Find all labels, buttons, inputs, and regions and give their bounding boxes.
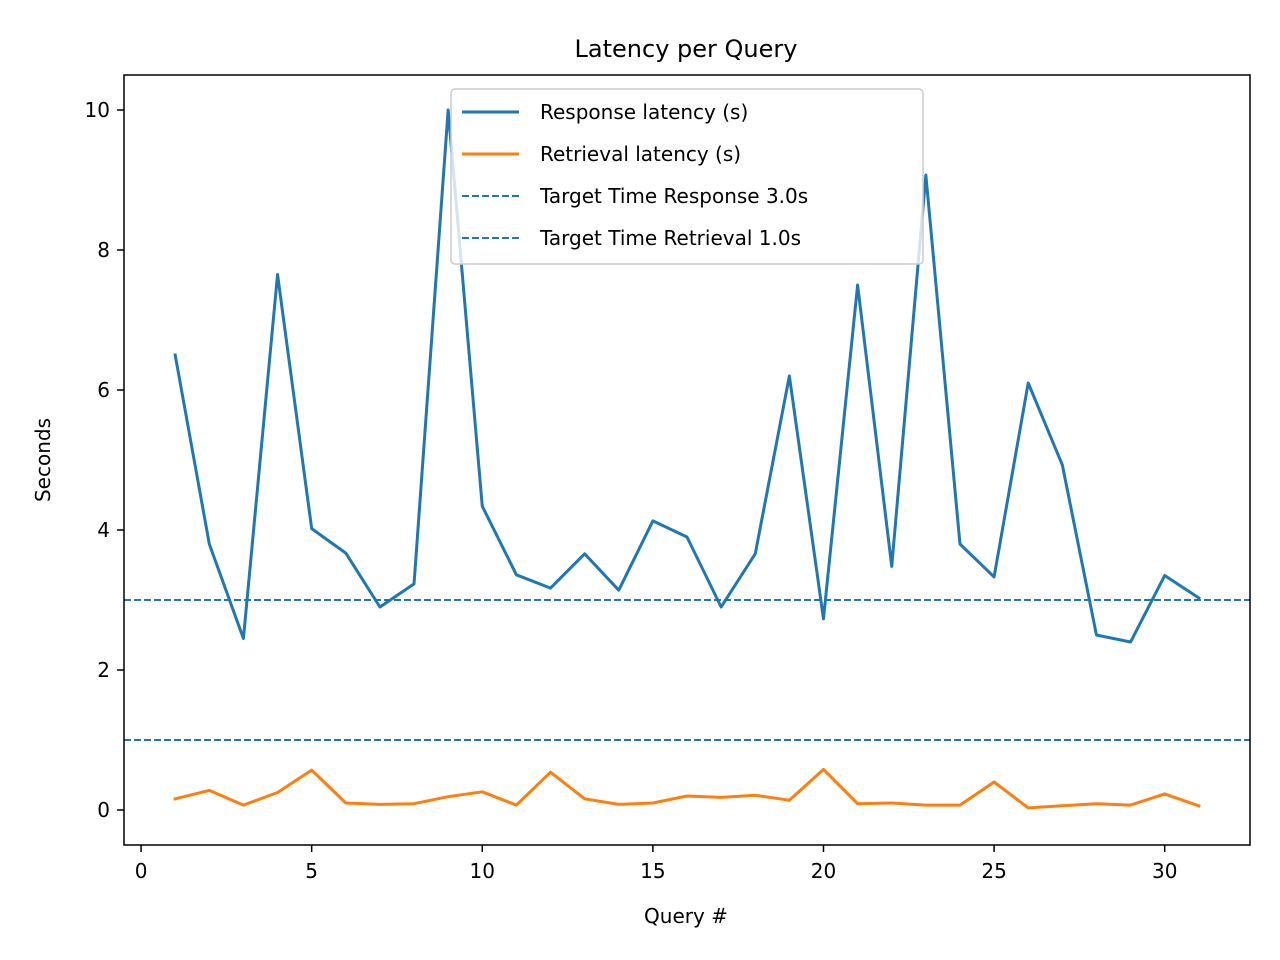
x-tick-label: 30 bbox=[1152, 859, 1177, 883]
x-tick-label: 0 bbox=[135, 859, 148, 883]
legend-label-4: Target Time Retrieval 1.0s bbox=[539, 226, 801, 250]
y-tick-label: 8 bbox=[97, 238, 110, 262]
x-axis-label: Query # bbox=[644, 904, 728, 928]
x-tick-label: 20 bbox=[811, 859, 836, 883]
legend: Response latency (s) Retrieval latency (s… bbox=[450, 88, 924, 265]
y-tick-label: 4 bbox=[97, 518, 110, 542]
x-tick-label: 25 bbox=[981, 859, 1006, 883]
plot-area: 0 5 10 15 20 25 30 0 2 4 6 8 10 bbox=[85, 74, 1251, 883]
legend-label-2: Retrieval latency (s) bbox=[540, 142, 741, 166]
x-tick-label: 15 bbox=[640, 859, 665, 883]
chart-title: Latency per Query bbox=[575, 35, 798, 63]
y-tick-label: 0 bbox=[97, 798, 110, 822]
legend-label-3: Target Time Response 3.0s bbox=[539, 184, 808, 208]
y-tick-label: 6 bbox=[97, 378, 110, 402]
legend-label-1: Response latency (s) bbox=[540, 100, 748, 124]
y-tick-label: 10 bbox=[85, 98, 110, 122]
y-axis-label: Seconds bbox=[31, 418, 55, 502]
series-line-1 bbox=[173, 108, 1201, 644]
x-tick-label: 10 bbox=[470, 859, 495, 883]
plot-frame bbox=[123, 74, 1251, 846]
legend-box bbox=[450, 88, 924, 265]
series-line-2 bbox=[173, 767, 1201, 810]
y-tick-label: 2 bbox=[97, 658, 110, 682]
x-tick-label: 5 bbox=[305, 859, 318, 883]
